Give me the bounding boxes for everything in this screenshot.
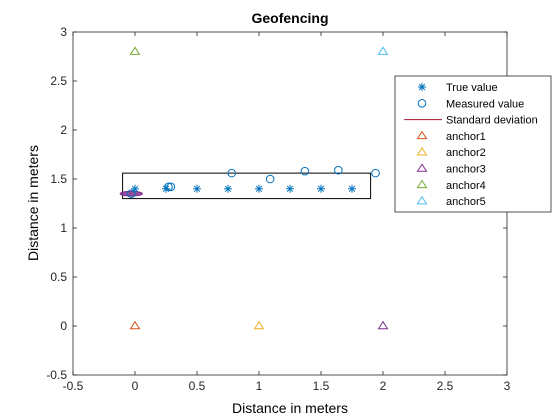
geofence-rectangle (122, 172, 372, 200)
y-tick-label: 2 (60, 123, 67, 137)
x-tick-label: 2 (380, 379, 387, 393)
anchor5-marker (377, 46, 389, 55)
legend-triangle (416, 195, 428, 205)
anchor2-marker (253, 320, 265, 330)
y-tick-label: -0.5 (46, 368, 67, 382)
y-tick-label: 3 (60, 25, 67, 39)
true-value-point-stroke (162, 185, 170, 193)
legend-box (394, 75, 552, 213)
anchor3-marker (377, 320, 389, 330)
legend-label: anchor4 (446, 180, 486, 192)
legend-triangle (416, 179, 428, 189)
y-tick-label: 1.5 (50, 172, 67, 186)
true-value-point-stroke (193, 185, 201, 193)
true-value-point (286, 184, 294, 193)
true-value-point-stroke (348, 185, 356, 193)
legend-entry-7: anchor5 (416, 195, 486, 208)
legend-circle (417, 99, 427, 108)
legend-asterisk-stroke (418, 83, 426, 91)
true-value-point-stroke (286, 185, 294, 193)
measured-value-point (334, 165, 343, 175)
true-value-point (348, 184, 356, 193)
true-value-point (193, 184, 201, 193)
legend-entry-1: Measured value (417, 98, 524, 110)
legend-label: anchor3 (446, 164, 486, 176)
legend-entry-0: True value (418, 82, 498, 94)
legend-triangle (416, 130, 428, 140)
axis-ticks: -0.5 0 0.5 1 1.5 2 2.5 3 -0.5 0 0.5 1 1.5 2 2.5 3 (46, 25, 510, 393)
y-tick-label: 1 (60, 221, 67, 235)
x-tick-label: 0 (132, 379, 139, 393)
measured-value-point (371, 168, 380, 178)
legend-entry-3: anchor1 (416, 130, 486, 143)
measured-value-point (166, 182, 176, 192)
legend-label: True value (446, 82, 498, 94)
y-tick-label: 2.5 (50, 74, 67, 88)
true-value-point (162, 184, 170, 193)
true-value-point-stroke (255, 185, 263, 193)
legend-entry-6: anchor4 (416, 179, 486, 192)
anchor4-marker (129, 46, 141, 55)
x-tick-label: 1 (256, 379, 263, 393)
x-tick-label: 1.5 (313, 379, 330, 393)
legend-asterisk (418, 83, 426, 91)
x-tick-label: 2.5 (437, 379, 454, 393)
y-axis-label: Distance in meters (25, 145, 41, 261)
y-tick-label: 0.5 (50, 270, 67, 284)
legend: True value Measured value Standard deviati… (394, 75, 552, 213)
std-dev-ellipse (119, 190, 143, 197)
true-value-point (317, 184, 325, 193)
legend-label: Standard deviation (446, 115, 538, 127)
legend-triangle (416, 146, 428, 156)
measured-value-point (126, 189, 136, 198)
true-value-point (224, 184, 232, 193)
measured-value-point (227, 168, 237, 178)
legend-label: anchor5 (446, 196, 486, 208)
legend-label: anchor1 (446, 131, 486, 143)
data-marks (119, 46, 389, 330)
true-value-point-stroke (224, 185, 232, 193)
true-value-point-stroke (317, 185, 325, 193)
measured-value-point (300, 166, 310, 176)
true-value-point (255, 184, 263, 193)
measured-value-point (265, 174, 275, 184)
legend-label: Measured value (446, 98, 524, 110)
measured-value-point (164, 182, 173, 192)
x-tick-label: -0.5 (63, 379, 84, 393)
geofence-layer (122, 172, 372, 200)
x-tick-label: 0.5 (189, 379, 206, 393)
y-tick-label: 0 (60, 319, 67, 333)
legend-entry-2: Standard deviation (404, 115, 538, 127)
anchor1-marker (129, 320, 141, 330)
x-tick-label: 3 (504, 379, 511, 393)
legend-entry-5: anchor3 (416, 163, 486, 176)
chart-title: Geofencing (251, 10, 328, 26)
legend-label: anchor2 (446, 147, 486, 159)
x-axis-label: Distance in meters (232, 400, 348, 416)
legend-entry-4: anchor2 (416, 146, 486, 159)
legend-triangle (416, 163, 428, 172)
